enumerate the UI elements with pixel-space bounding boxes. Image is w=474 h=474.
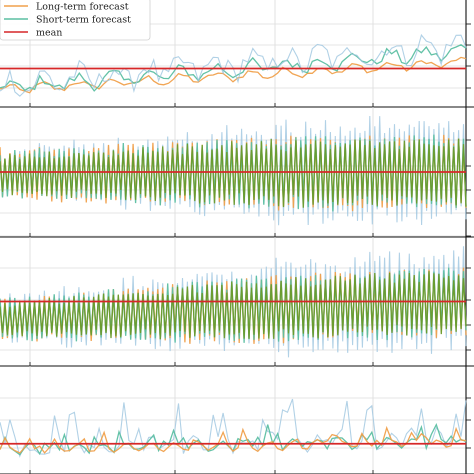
- legend-label: mean: [36, 28, 62, 39]
- legend-box: [0, 0, 151, 41]
- panel-4-series: [0, 398, 467, 458]
- legend-label: Long-term forecast: [36, 2, 129, 13]
- series-line-forecast: [0, 138, 467, 208]
- panel-3-series: [0, 246, 467, 358]
- series-line-short-term-forecast: [0, 44, 467, 92]
- legend-label: Short-term forecast: [36, 15, 131, 26]
- panel-4: [0, 366, 474, 474]
- panel-1-series: [0, 33, 467, 97]
- series-line-long-term-forecast: [0, 56, 467, 94]
- legend: Long-term forecast Short-term forecast mea…: [0, 0, 151, 41]
- series-line-actual: [0, 33, 467, 97]
- series-line-forecast: [0, 271, 467, 340]
- panel-2-series: [0, 115, 467, 226]
